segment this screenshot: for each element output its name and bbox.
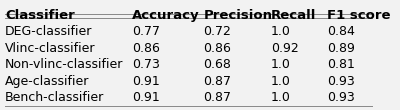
Text: Vlinc-classifier: Vlinc-classifier bbox=[5, 42, 96, 55]
Text: 1.0: 1.0 bbox=[271, 25, 290, 38]
Text: 0.68: 0.68 bbox=[203, 58, 231, 71]
Text: 0.81: 0.81 bbox=[327, 58, 355, 71]
Text: 1.0: 1.0 bbox=[271, 75, 290, 88]
Text: 1.0: 1.0 bbox=[271, 91, 290, 104]
Text: 0.91: 0.91 bbox=[132, 75, 160, 88]
Text: 0.73: 0.73 bbox=[132, 58, 160, 71]
Text: Non-vlinc-classifier: Non-vlinc-classifier bbox=[5, 58, 124, 71]
Text: Precision: Precision bbox=[203, 9, 272, 22]
Text: 0.92: 0.92 bbox=[271, 42, 298, 55]
Text: F1 score: F1 score bbox=[327, 9, 390, 22]
Text: 0.93: 0.93 bbox=[327, 91, 354, 104]
Text: 0.87: 0.87 bbox=[203, 91, 231, 104]
Text: 0.86: 0.86 bbox=[132, 42, 160, 55]
Text: 0.91: 0.91 bbox=[132, 91, 160, 104]
Text: 0.93: 0.93 bbox=[327, 75, 354, 88]
Text: 1.0: 1.0 bbox=[271, 58, 290, 71]
Text: Recall: Recall bbox=[271, 9, 316, 22]
Text: 0.89: 0.89 bbox=[327, 42, 355, 55]
Text: 0.77: 0.77 bbox=[132, 25, 160, 38]
Text: Bench-classifier: Bench-classifier bbox=[5, 91, 104, 104]
Text: Age-classifier: Age-classifier bbox=[5, 75, 90, 88]
Text: 0.87: 0.87 bbox=[203, 75, 231, 88]
Text: 0.86: 0.86 bbox=[203, 42, 231, 55]
Text: 0.72: 0.72 bbox=[203, 25, 231, 38]
Text: Accuracy: Accuracy bbox=[132, 9, 200, 22]
Text: DEG-classifier: DEG-classifier bbox=[5, 25, 92, 38]
Text: Classifier: Classifier bbox=[5, 9, 75, 22]
Text: 0.84: 0.84 bbox=[327, 25, 355, 38]
